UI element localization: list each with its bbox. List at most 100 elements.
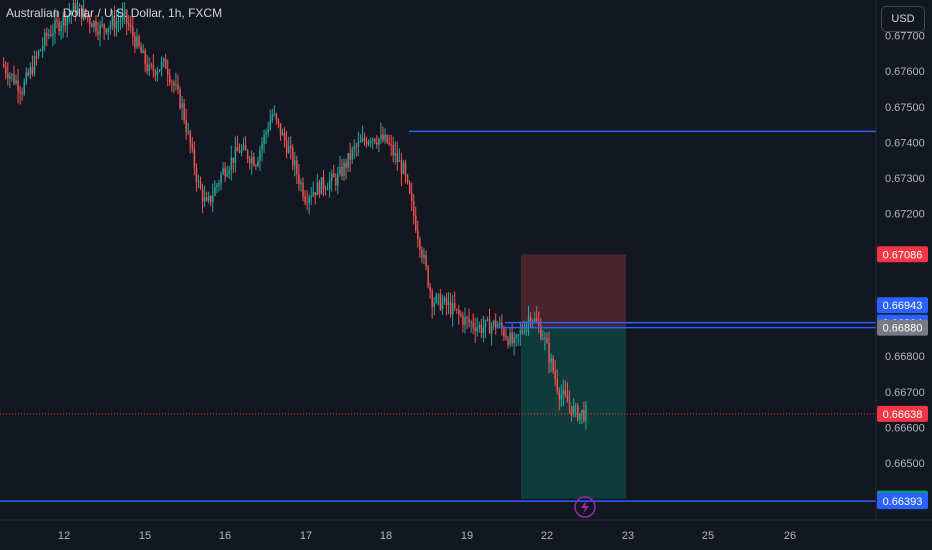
candle-body <box>5 66 7 74</box>
candle-body <box>577 405 579 421</box>
candle-body <box>367 141 370 145</box>
candle-body <box>425 254 427 267</box>
candle-body <box>466 317 468 319</box>
candle-body <box>123 9 126 15</box>
candle-body <box>335 177 337 185</box>
candle-body <box>324 188 327 190</box>
price-label-stop: 0.67086 <box>877 246 928 263</box>
candle-body <box>398 160 401 162</box>
candle-body <box>482 327 485 333</box>
candle-body <box>253 157 255 166</box>
price-tick-label: 0.67200 <box>885 209 925 221</box>
candle-body <box>486 318 489 320</box>
position-zones[interactable] <box>521 254 626 499</box>
candle-body <box>347 153 349 168</box>
candle-body <box>421 250 423 258</box>
candle-body <box>263 134 265 144</box>
candle-body <box>570 405 573 415</box>
candle-body <box>445 297 448 306</box>
candle-body <box>517 334 520 336</box>
candle-body <box>310 196 312 198</box>
candle-body <box>298 174 300 184</box>
candle-body <box>531 320 534 322</box>
candle-body <box>29 66 32 75</box>
candle-body <box>458 309 460 314</box>
candle-body <box>203 197 206 202</box>
candle-body <box>23 81 25 95</box>
candle-body <box>355 146 358 148</box>
candle-body <box>93 21 95 28</box>
candle-body <box>72 2 75 12</box>
candle-body <box>312 192 315 197</box>
candle-body <box>273 113 276 115</box>
candle-body <box>326 189 329 191</box>
candle-body <box>480 324 483 333</box>
price-tick-label: 0.67600 <box>885 66 925 78</box>
candle-body <box>454 302 456 309</box>
candle-body <box>238 151 241 153</box>
candle-body <box>538 321 540 326</box>
candle-body <box>177 84 179 90</box>
candle-body <box>287 146 290 153</box>
candle-body <box>363 137 366 142</box>
candle-body <box>413 201 415 216</box>
candle-body <box>374 138 376 143</box>
candle-body <box>167 68 169 76</box>
candle-body <box>415 215 417 231</box>
candle-body <box>195 168 198 182</box>
candle-body <box>306 202 308 204</box>
price-ticks: 0.67700 0.67600 0.67500 0.67400 0.67300 0.672… <box>885 31 925 470</box>
candle-body <box>3 64 5 67</box>
candle-body <box>468 318 470 323</box>
candle-body <box>216 184 218 187</box>
candle-body <box>505 336 507 339</box>
candle-body <box>136 36 138 48</box>
candle-body <box>501 322 503 329</box>
candle-body <box>341 167 343 177</box>
candle-body <box>240 148 243 153</box>
candle-body <box>511 332 513 344</box>
candle-body <box>226 173 228 177</box>
candle-body <box>460 313 462 316</box>
candle-body <box>314 192 317 196</box>
candle-body <box>70 11 73 14</box>
price-label-current: 0.66638 <box>877 405 928 422</box>
candle-body <box>78 5 81 7</box>
candle-body <box>427 266 429 287</box>
candle-body <box>470 322 472 324</box>
candle-body <box>60 25 62 32</box>
candle-body <box>462 315 464 325</box>
currency-button[interactable]: USD <box>881 6 925 32</box>
candle-body <box>251 157 253 164</box>
candle-body <box>246 150 249 160</box>
candle-body <box>48 34 50 36</box>
candle-body <box>25 72 28 82</box>
candle-body <box>484 319 487 328</box>
candle-body <box>74 2 77 13</box>
candle-body <box>232 157 235 163</box>
candle-body <box>402 163 405 174</box>
candle-body <box>345 162 347 168</box>
candle-body <box>472 322 474 328</box>
candle-body <box>408 182 411 193</box>
candlestick-series <box>3 0 587 430</box>
candle-body <box>187 131 189 133</box>
price-tick-label: 0.67300 <box>885 173 925 185</box>
svg-text:0.66880: 0.66880 <box>883 323 923 335</box>
candle-body <box>380 134 382 139</box>
candle-body <box>285 140 288 153</box>
candle-body <box>357 142 360 147</box>
price-label-line: 0.66393 <box>877 493 928 510</box>
horizontal-lines[interactable] <box>0 130 876 502</box>
candle-body <box>146 64 148 72</box>
price-tick-label: 0.67500 <box>885 102 925 114</box>
candle-body <box>447 302 450 306</box>
lightning-icon[interactable] <box>574 496 596 518</box>
candle-body <box>492 320 495 326</box>
candle-body <box>322 177 325 189</box>
candle-body <box>429 286 431 292</box>
price-tick-label: 0.66800 <box>885 351 925 363</box>
candle-body <box>199 181 202 189</box>
candle-body <box>540 325 542 339</box>
